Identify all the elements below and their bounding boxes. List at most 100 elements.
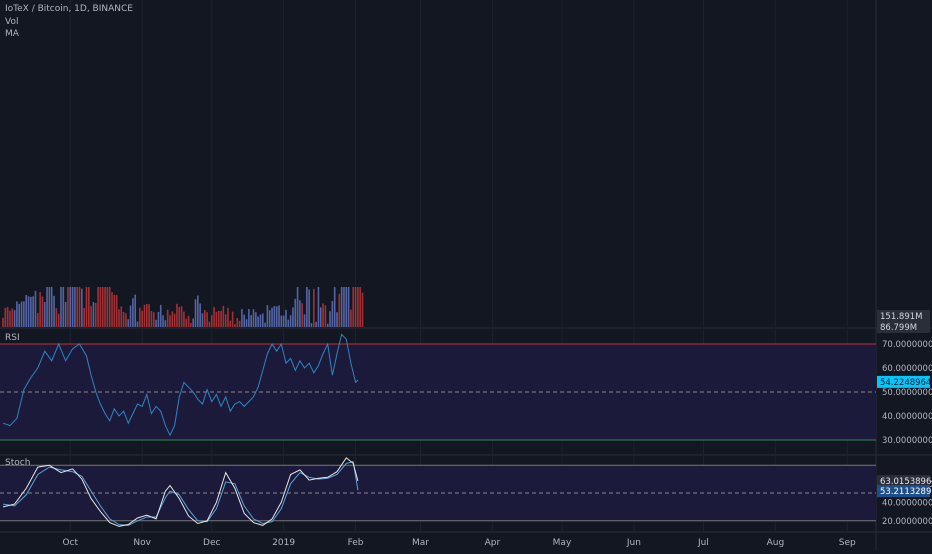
- stoch-k-tag: 63.01538965: [880, 477, 932, 487]
- stoch-d-tag: 53.21132898: [880, 487, 932, 497]
- rsi-tick-label: 70.00000000: [882, 340, 932, 350]
- volume-bar: [245, 319, 248, 327]
- volume-bar: [261, 313, 264, 327]
- volume-bar: [99, 287, 102, 327]
- volume-bar: [2, 317, 4, 327]
- stoch-legend: Stoch: [5, 458, 31, 468]
- stoch-d-line: [2, 460, 359, 526]
- volume-bar: [27, 296, 30, 327]
- rsi-tick-label: 40.00000000: [882, 412, 932, 422]
- volume-bar: [125, 313, 127, 327]
- volume-bar: [241, 309, 243, 327]
- volume-bar: [217, 310, 220, 327]
- volume-bar: [301, 303, 304, 327]
- volume-bar: [108, 287, 111, 327]
- volume-bar: [55, 308, 58, 327]
- volume-ma-tag-bg: [877, 321, 930, 333]
- volume-bar: [145, 303, 148, 327]
- volume-bar: [183, 311, 185, 327]
- volume-bar: [255, 312, 257, 327]
- volume-bar: [171, 311, 174, 327]
- volume-bar: [104, 287, 106, 327]
- volume-bar: [215, 311, 218, 327]
- volume-bar: [340, 287, 343, 327]
- volume-bar: [273, 306, 276, 327]
- volume-bar: [164, 320, 167, 327]
- volume-bar: [83, 308, 85, 327]
- volume-bar: [361, 292, 364, 327]
- volume-bar: [148, 304, 150, 327]
- volume-bar: [60, 287, 62, 327]
- volume-bar: [206, 312, 208, 327]
- volume-bar: [326, 323, 329, 327]
- x-tick-label: Feb: [348, 538, 364, 548]
- volume-bar: [268, 310, 271, 327]
- volume-bar: [20, 301, 23, 327]
- volume-bar: [101, 287, 104, 327]
- volume-bar: [271, 307, 273, 327]
- volume-bar: [94, 303, 97, 327]
- volume-bar: [224, 314, 227, 327]
- rsi-legend: RSI: [5, 333, 20, 343]
- volume-bar: [250, 315, 252, 327]
- volume-bar: [129, 305, 132, 327]
- vol-legend: Vol: [5, 17, 19, 27]
- volume-bar: [169, 315, 171, 327]
- volume-bar: [90, 306, 92, 327]
- volume-bar: [159, 304, 162, 327]
- volume-bar: [243, 314, 246, 327]
- volume-bar: [136, 321, 139, 327]
- volume-bar: [329, 311, 331, 327]
- x-tick-label: 2019: [272, 538, 295, 548]
- volume-bar: [150, 311, 153, 327]
- x-tick-label: Aug: [767, 538, 785, 548]
- volume-tag: 151.891M: [880, 312, 922, 322]
- x-tick-label: May: [553, 538, 572, 548]
- volume-bar: [338, 293, 341, 327]
- volume-bar: [118, 309, 120, 327]
- ma-legend: MA: [5, 29, 19, 39]
- volume-bar: [210, 315, 213, 327]
- stoch-k-tag-bg: [877, 474, 930, 487]
- volume-bar: [354, 287, 357, 327]
- volume-bar: [229, 320, 232, 327]
- volume-bar: [322, 303, 324, 327]
- volume-bar: [176, 303, 178, 327]
- volume-bar: [299, 300, 301, 327]
- volume-bar: [6, 306, 9, 327]
- volume-bar: [43, 302, 46, 327]
- rsi-value-tag-bg: [877, 375, 930, 388]
- volume-bar: [231, 311, 234, 327]
- volume-ma-tag: 86.799M: [880, 323, 917, 333]
- volume-bar: [152, 312, 155, 327]
- volume-bar: [280, 315, 283, 327]
- volume-bar: [178, 307, 181, 327]
- volume-bar: [18, 303, 21, 327]
- volume-bar: [11, 308, 14, 327]
- volume-bar: [220, 310, 222, 327]
- volume-bar: [134, 294, 137, 327]
- volume-bar: [67, 287, 69, 327]
- volume-bar: [252, 309, 255, 327]
- volume-bar: [248, 309, 250, 327]
- stoch-d-tag-bg: [877, 485, 930, 498]
- volume-bar: [345, 287, 348, 327]
- volume-bar: [278, 305, 280, 327]
- volume-bar: [310, 323, 313, 327]
- volume-bar: [62, 287, 65, 327]
- volume-bar: [192, 318, 195, 327]
- volume-bar: [92, 302, 95, 327]
- x-tick-label: Jul: [697, 538, 709, 548]
- volume-bar: [41, 296, 44, 327]
- volume-bar: [9, 310, 11, 327]
- volume-bar: [303, 314, 306, 327]
- volume-bar: [122, 311, 125, 327]
- volume-bar: [111, 292, 113, 327]
- rsi-value-tag: 54.22489646: [880, 378, 932, 388]
- volume-bar: [16, 301, 18, 327]
- volume-bar: [285, 309, 287, 327]
- volume-bar: [141, 310, 143, 327]
- volume-bar: [39, 292, 41, 327]
- volume-bar: [88, 287, 90, 327]
